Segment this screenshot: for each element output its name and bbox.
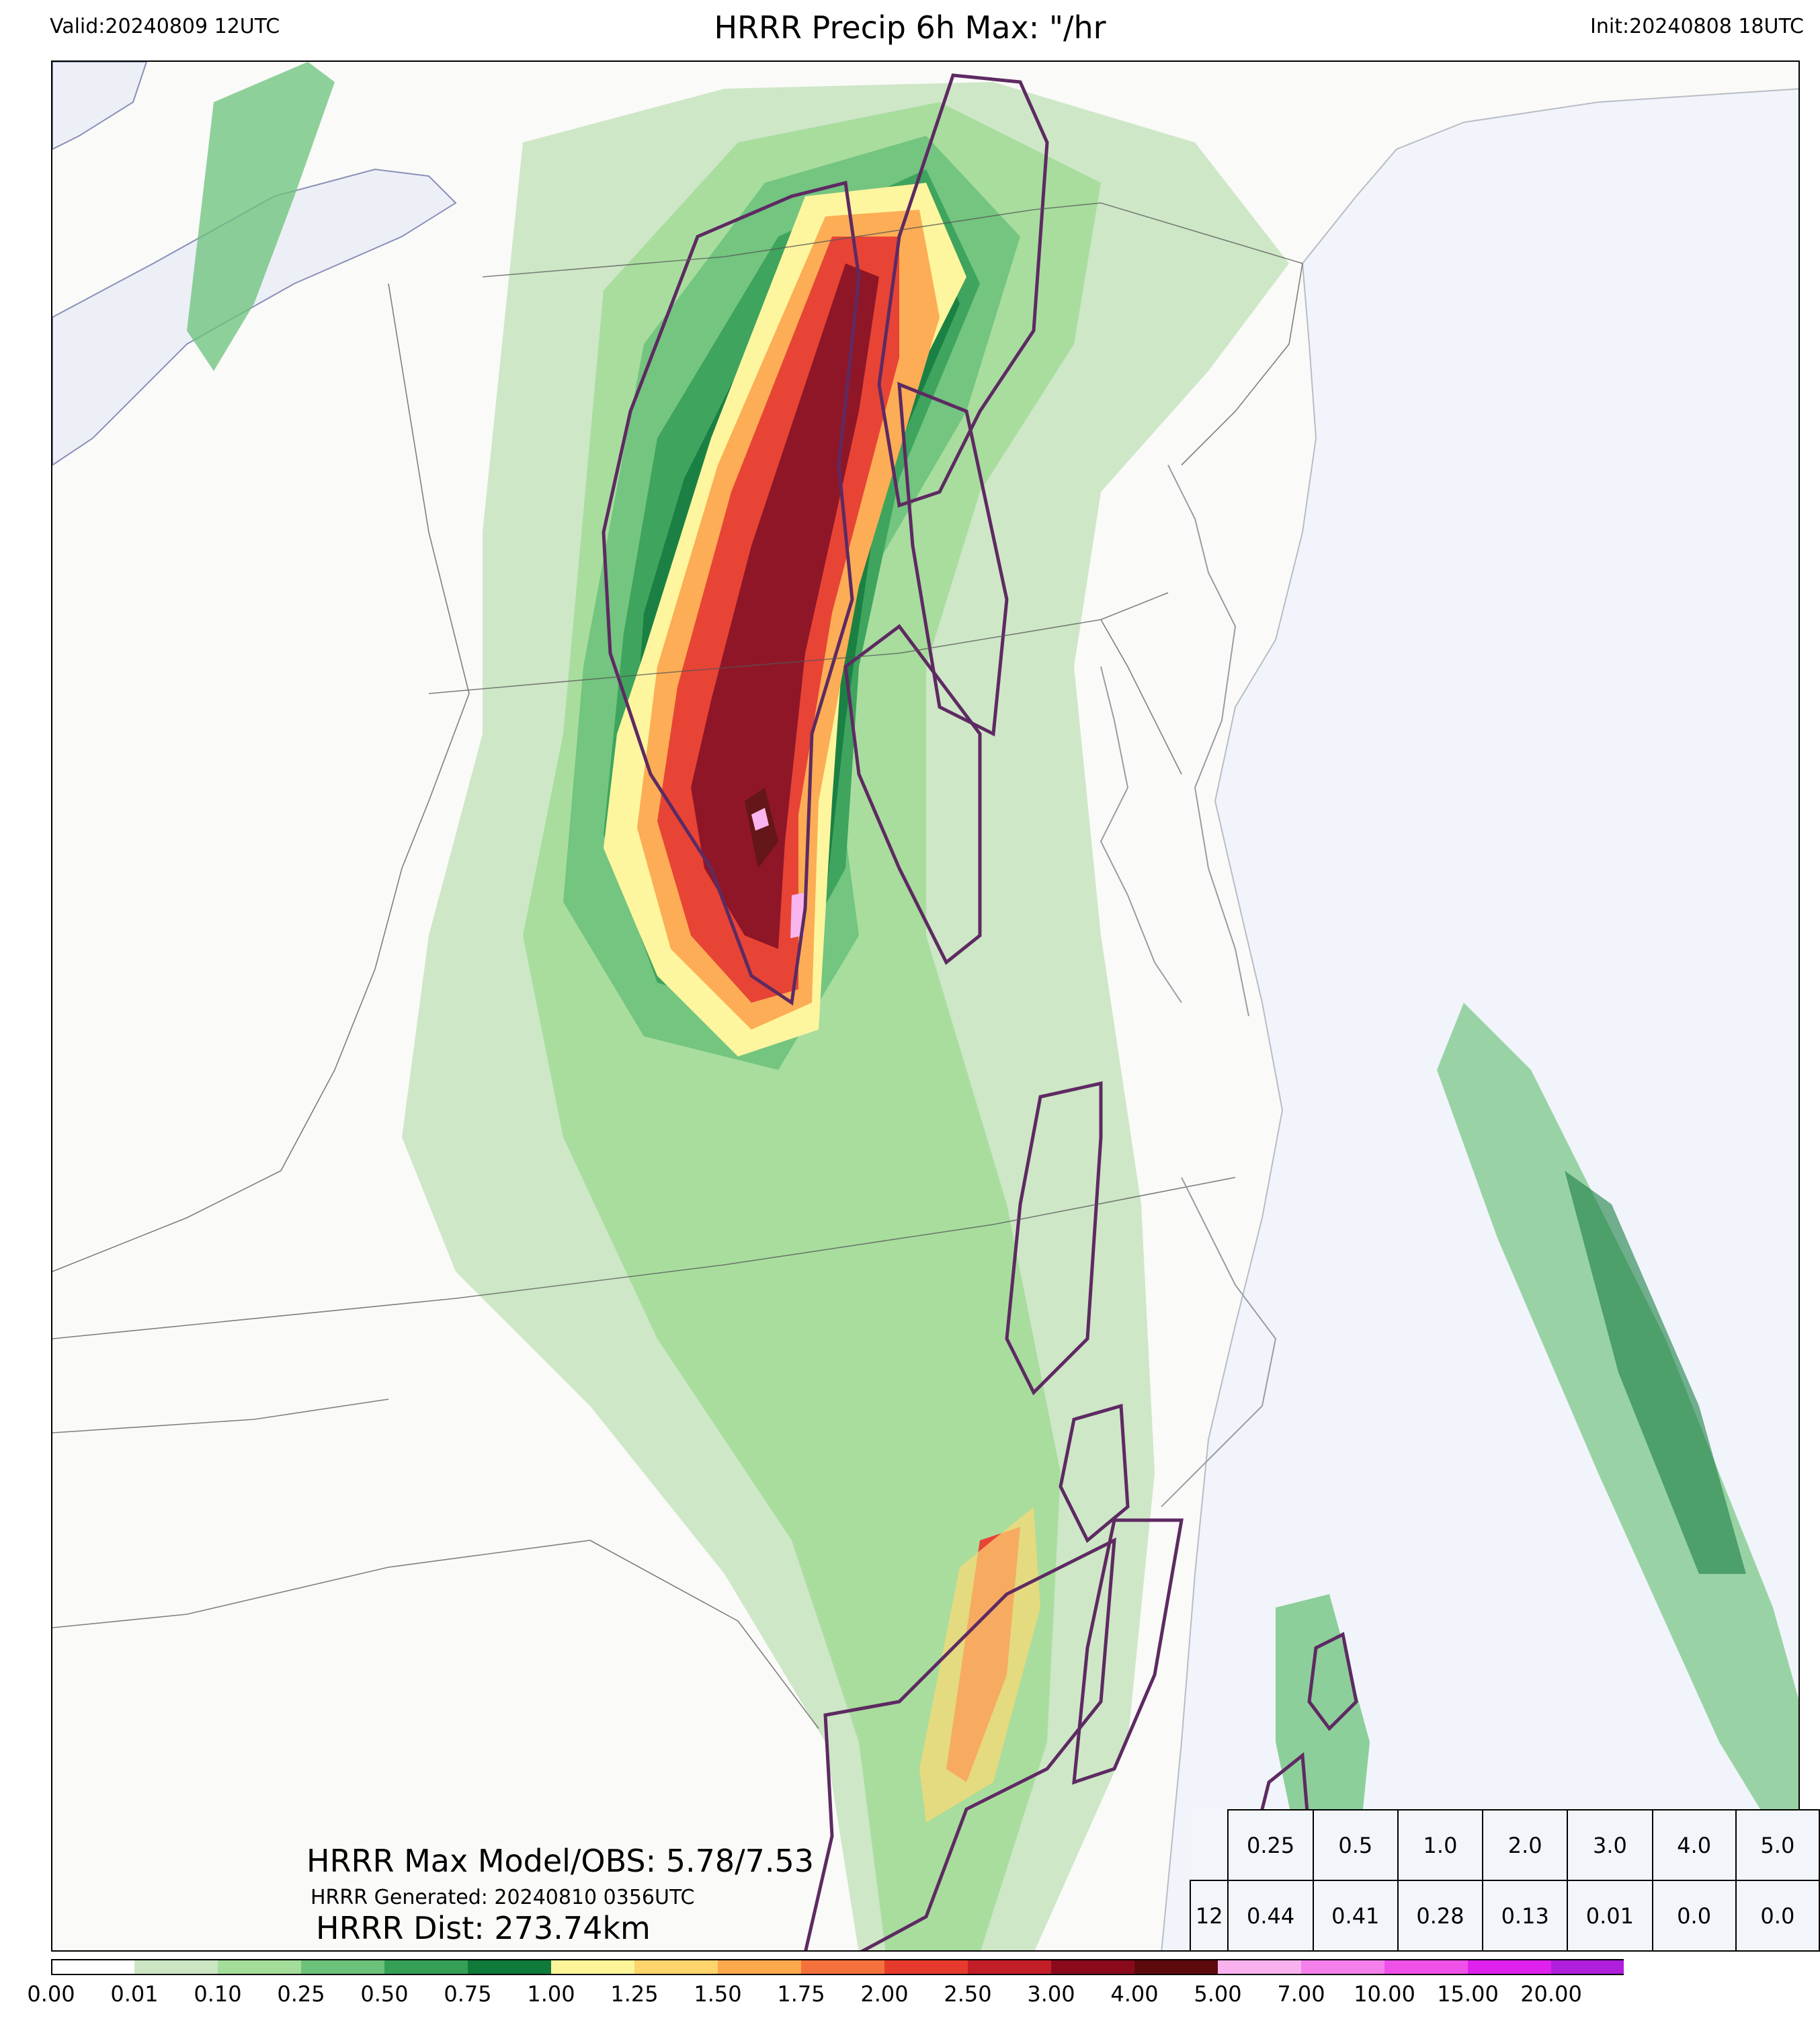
value-cell: 0.41 [1312,1880,1399,1952]
threshold-cell: 5.0 [1735,1809,1820,1881]
colorbar-segment [884,1960,968,1974]
threshold-value-row: 12 0.44 0.41 0.28 0.13 0.01 0.0 0.0 [1189,1880,1820,1952]
va-wv-border [52,693,470,1272]
colorbar-segment [301,1960,384,1974]
va-nc-border [52,1177,1236,1339]
precip-field [187,62,1798,1950]
table-corner [1190,1810,1228,1880]
precip-lake-band [187,62,335,371]
value-cell: 0.01 [1567,1880,1653,1952]
colorbar-frame [51,1959,1624,1975]
colorbar-segment [634,1960,718,1974]
colorbar-tick-label: 4.00 [1110,1981,1159,2007]
colorbar-tick-label: 10.00 [1354,1981,1415,2007]
value-cell: 0.13 [1482,1880,1569,1952]
init-time-label: Init:20240808 18UTC [1590,15,1804,38]
colorbar-segment [968,1960,1051,1974]
pa-ny-border [482,202,1303,278]
colorbar-segment [551,1960,634,1974]
colorbar-tick-label: 7.00 [1277,1981,1325,2007]
precip-southern-band-outer [919,1507,1040,1823]
nc-sc-border [52,1540,819,1729]
coastline [1100,464,1277,1507]
value-cell: 0.44 [1227,1880,1314,1952]
obs-contour-south [843,624,982,965]
obs-contour-coastal-2 [1059,1403,1130,1543]
colorbar-tick-label: 0.00 [27,1981,75,2007]
threshold-table: 0.25 0.5 1.0 2.0 3.0 4.0 5.0 12 0.44 0.4… [1189,1809,1820,1952]
obs-contour-north [877,73,1049,508]
distance-label: HRRR Dist: 273.74km [316,1910,651,1946]
map-title: HRRR Precip 6h Max: "/hr [714,9,1106,46]
colorbar-segment [1051,1960,1134,1974]
value-cell: 0.0 [1735,1880,1820,1952]
colorbar-segment [718,1960,801,1974]
state-boundaries [52,202,1303,1729]
colorbar-segment [1218,1960,1301,1974]
colorbar-segment [51,1960,134,1974]
lake-erie-corner [52,62,148,151]
nj-ny-border [1181,263,1303,466]
colorbar-segment [1551,1960,1624,1974]
colorbar-segment [468,1960,551,1974]
colorbar-segment [134,1960,218,1974]
obs-contour-east [897,382,1009,737]
obs-contour-main [602,180,861,1006]
obs-contour-carolina [804,1537,1116,1950]
de-border [1100,619,1182,775]
obs-contour-outer-banks [1072,1518,1184,1785]
threshold-cell: 3.0 [1567,1809,1653,1881]
colorbar-segment [218,1960,301,1974]
colorbar-segment [1301,1960,1384,1974]
pa-md-border [428,592,1169,694]
colorbar-segment [1134,1960,1218,1974]
colorbar-segment [1384,1960,1468,1974]
pa-west-border [388,283,470,694]
obs-contour-coastal-1 [1005,1081,1103,1396]
colorbar-tick-label: 3.00 [1027,1981,1075,2007]
colorbar-tick-label: 1.00 [527,1981,575,2007]
colorbar-segment [1468,1960,1551,1974]
colorbar-tick-label: 1.50 [694,1981,742,2007]
generated-time-label: HRRR Generated: 20240810 0356UTC [311,1886,695,1909]
colorbar-tick-label: 0.01 [110,1981,159,2007]
colorbar-tick-label: 1.25 [610,1981,659,2007]
precip-map [51,60,1800,1952]
colorbar [51,1959,1624,1975]
threshold-cell: 0.25 [1227,1809,1314,1881]
colorbar-segment [801,1960,884,1974]
precip-offshore-band-3 [1276,1594,1370,1876]
precip-offshore-band-2 [1565,1171,1746,1574]
colorbar-tick-label: 15.00 [1437,1981,1499,2007]
colorbar-tick-label: 0.50 [360,1981,409,2007]
threshold-cell: 0.5 [1312,1809,1399,1881]
threshold-header-row: 0.25 0.5 1.0 2.0 3.0 4.0 5.0 [1190,1809,1820,1881]
ky-tn-border [52,1399,389,1433]
threshold-cell: 2.0 [1482,1809,1569,1881]
threshold-cell: 4.0 [1651,1809,1737,1881]
value-cell: 0.0 [1651,1880,1737,1952]
colorbar-tick-label: 0.25 [277,1981,325,2007]
colorbar-segment [384,1960,468,1974]
obs-contour-offshore-2 [1307,1632,1358,1731]
colorbar-tick-label: 0.75 [444,1981,492,2007]
threshold-cell: 1.0 [1397,1809,1484,1881]
colorbar-tick-label: 0.10 [194,1981,242,2007]
precip-offshore-band-1 [1437,1003,1798,1872]
colorbar-tick-label: 20.00 [1520,1981,1582,2007]
colorbar-tick-label: 2.50 [944,1981,992,2007]
colorbar-tick-label: 5.00 [1194,1981,1242,2007]
valid-time-label: Valid:20240809 12UTC [50,15,280,38]
colorbar-tick-label: 1.75 [777,1981,825,2007]
value-cell: 0.28 [1397,1880,1484,1952]
colorbar-tick-label: 2.00 [860,1981,909,2007]
precip-pink-cell [751,808,769,831]
max-model-obs-label: HRRR Max Model/OBS: 5.78/7.53 [306,1843,815,1879]
row-label: 12 [1189,1880,1229,1952]
precip-darkred [691,263,879,949]
